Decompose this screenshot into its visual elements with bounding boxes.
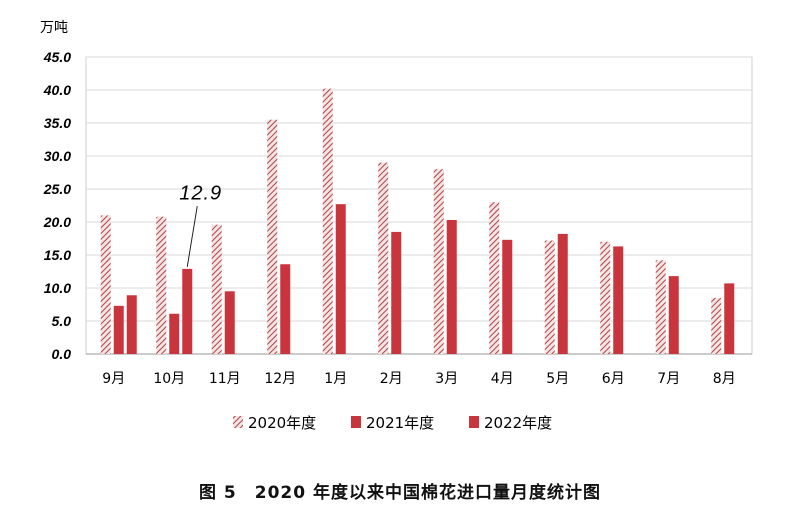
bar <box>126 295 137 354</box>
y-tick-label: 30.0 <box>44 148 71 164</box>
x-tick-label: 8月 <box>713 371 736 387</box>
y-tick-labels: 0.0 5.0 10.0 15.0 20.0 25.0 30.0 35.0 40.0 45.0 <box>43 49 71 362</box>
x-tick-label: 2月 <box>380 371 403 387</box>
bar <box>668 276 679 354</box>
x-tick-label: 12月 <box>264 371 296 387</box>
y-tick-label: 25.0 <box>43 181 71 197</box>
bar <box>182 268 193 354</box>
annotation-label: 12.9 <box>179 183 222 205</box>
y-unit-label: 万吨 <box>40 20 68 36</box>
bar <box>600 241 611 354</box>
x-tick-label: 9月 <box>102 371 125 387</box>
bar <box>391 231 402 354</box>
legend-label: 2020年度 <box>248 414 316 432</box>
bar <box>113 305 124 354</box>
x-tick-label: 6月 <box>602 371 625 387</box>
bar <box>489 202 500 354</box>
figure-number: 图 5 <box>199 483 237 503</box>
y-tick-label: 20.0 <box>43 214 71 230</box>
bar <box>267 119 278 354</box>
x-tick-label: 4月 <box>491 371 514 387</box>
x-tick-label: 1月 <box>324 371 347 387</box>
gridlines <box>85 56 753 355</box>
bar <box>224 291 235 354</box>
bar <box>724 283 735 354</box>
bar <box>544 240 555 354</box>
y-tick-label: 35.0 <box>44 115 71 131</box>
x-tick-labels: 9月 10月 11月 12月 1月 2月 3月 4月 5月 6月 7月 8月 <box>102 371 735 387</box>
bar <box>502 239 513 354</box>
x-tick-label: 7月 <box>657 371 680 387</box>
bar <box>156 216 167 354</box>
annotation-leader <box>186 206 198 267</box>
legend: 2020年度 2021年度 2022年度 <box>233 414 552 432</box>
bar <box>280 264 291 354</box>
bar <box>335 204 346 354</box>
bar <box>378 162 389 354</box>
import-volume-chart: 万吨 0.0 5.0 10.0 15.0 20.0 25.0 30.0 35.0 40.0 45.… <box>40 20 753 432</box>
legend-swatch <box>233 416 243 428</box>
bar <box>211 224 222 354</box>
bars <box>100 88 735 355</box>
x-tick-label: 10月 <box>153 371 185 387</box>
annotation: 12.9 <box>179 183 222 267</box>
figure-title: 2020 年度以来中国棉花进口量月度统计图 <box>254 483 601 503</box>
bar <box>613 246 624 354</box>
bar <box>711 297 722 354</box>
x-tick-label: 3月 <box>435 371 458 387</box>
bar <box>169 313 180 354</box>
x-tick-label: 11月 <box>209 371 241 387</box>
bar <box>557 233 568 354</box>
y-tick-label: 5.0 <box>52 313 72 329</box>
legend-label: 2022年度 <box>484 414 552 432</box>
bar <box>433 169 444 354</box>
legend-swatch <box>351 416 361 428</box>
figure-caption: 图 5 2020 年度以来中国棉花进口量月度统计图 <box>0 478 800 503</box>
x-tick-label: 5月 <box>546 371 569 387</box>
y-tick-label: 45.0 <box>43 49 71 65</box>
legend-swatch <box>469 416 479 428</box>
bar <box>100 215 111 354</box>
legend-label: 2021年度 <box>366 414 434 432</box>
y-tick-label: 0.0 <box>52 346 72 362</box>
bar <box>322 88 333 355</box>
y-tick-label: 15.0 <box>44 247 71 263</box>
y-tick-label: 10.0 <box>44 280 71 296</box>
y-tick-label: 40.0 <box>43 82 71 98</box>
bar <box>655 260 666 354</box>
bar <box>446 220 457 354</box>
